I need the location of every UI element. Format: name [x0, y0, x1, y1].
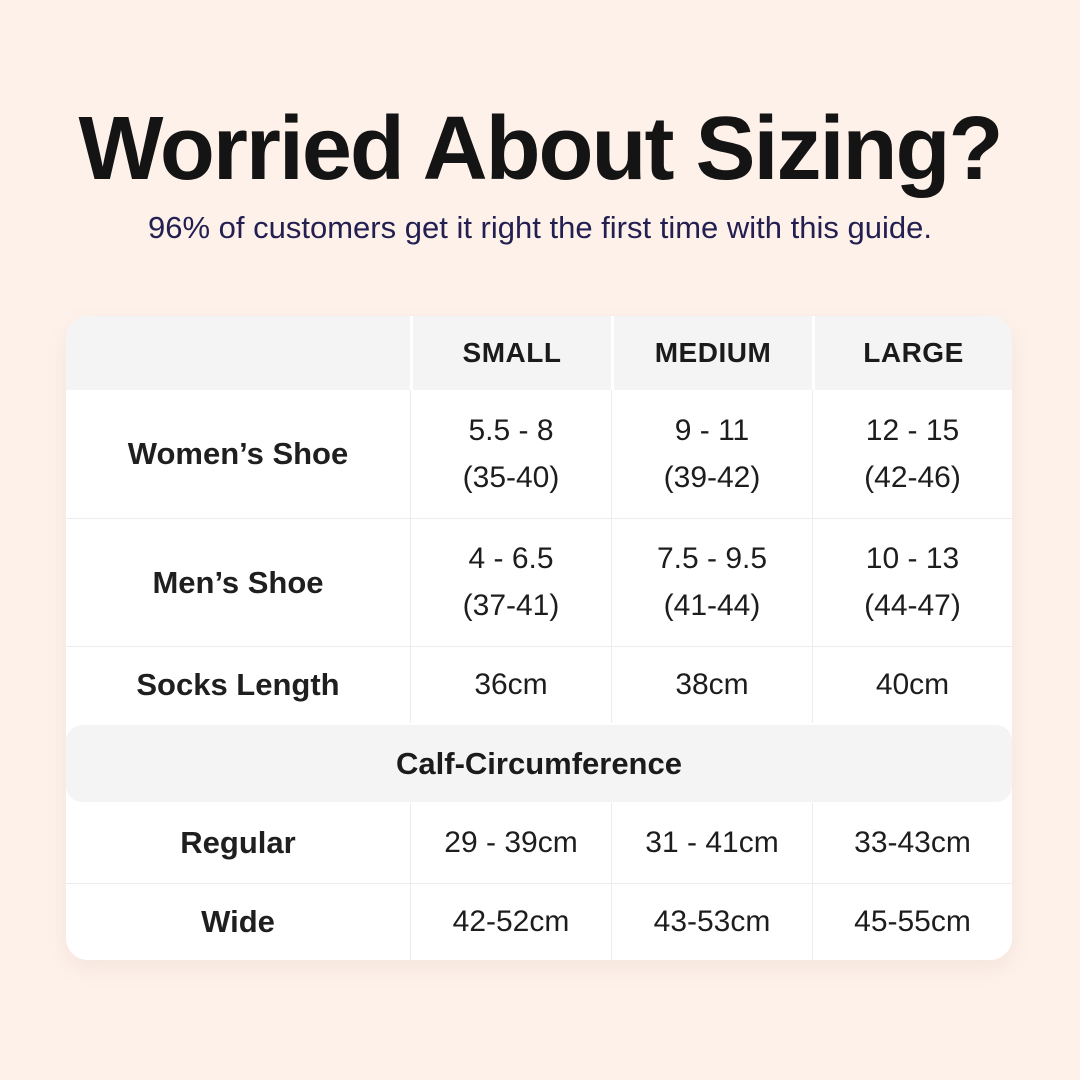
column-header-small: SMALL: [410, 316, 611, 390]
page-title: Worried About Sizing?: [78, 99, 1004, 199]
eu-size-range: (41-44): [663, 589, 761, 622]
us-size-range: 5.5 - 8: [468, 413, 554, 447]
row-label-socks-length: Socks Length: [66, 646, 410, 723]
row-label-mens-shoe: Men’s Shoe: [66, 518, 410, 646]
cell-regular-medium: 31 - 41cm: [611, 803, 812, 883]
cell-regular-small: 29 - 39cm: [410, 803, 611, 883]
cell-mens-medium: 7.5 - 9.5 (41-44): [611, 518, 812, 646]
us-size-range: 9 - 11: [674, 413, 750, 447]
us-size-range: 4 - 6.5: [468, 542, 554, 575]
us-size-range: 12 - 15: [865, 413, 960, 447]
cell-socks-large: 40cm: [812, 646, 1012, 723]
calf-circumference-section-header: Calf-Circumference: [66, 725, 1012, 802]
us-size-range: 7.5 - 9.5: [656, 542, 768, 575]
cell-socks-small: 36cm: [410, 646, 611, 723]
cell-mens-small: 4 - 6.5 (37-41): [410, 518, 611, 646]
eu-size-range: (39-42): [663, 460, 761, 494]
row-label-wide: Wide: [66, 883, 410, 960]
column-header-large: LARGE: [812, 316, 1012, 390]
header-corner-cell: [66, 316, 410, 390]
us-size-range: 10 - 13: [865, 542, 960, 575]
cell-socks-medium: 38cm: [611, 646, 812, 723]
column-header-medium: MEDIUM: [611, 316, 812, 390]
eu-size-range: (37-41): [462, 589, 560, 622]
cell-mens-large: 10 - 13 (44-47): [812, 518, 1012, 646]
size-chart-table: SMALL MEDIUM LARGE Women’s Shoe 5.5 - 8 …: [66, 316, 1012, 960]
row-label-regular: Regular: [66, 803, 410, 883]
eu-size-range: (42-46): [864, 460, 961, 494]
row-label-womens-shoe: Women’s Shoe: [66, 390, 410, 518]
cell-wide-small: 42-52cm: [410, 883, 611, 960]
eu-size-range: (44-47): [864, 589, 961, 622]
cell-womens-medium: 9 - 11 (39-42): [611, 390, 812, 518]
eu-size-range: (35-40): [462, 460, 560, 494]
cell-regular-large: 33-43cm: [812, 803, 1012, 883]
cell-wide-large: 45-55cm: [812, 883, 1012, 960]
size-chart-card: SMALL MEDIUM LARGE Women’s Shoe 5.5 - 8 …: [66, 316, 1012, 960]
page-subtitle: 96% of customers get it right the first …: [148, 210, 932, 245]
cell-wide-medium: 43-53cm: [611, 883, 812, 960]
cell-womens-large: 12 - 15 (42-46): [812, 390, 1012, 518]
cell-womens-small: 5.5 - 8 (35-40): [410, 390, 611, 518]
